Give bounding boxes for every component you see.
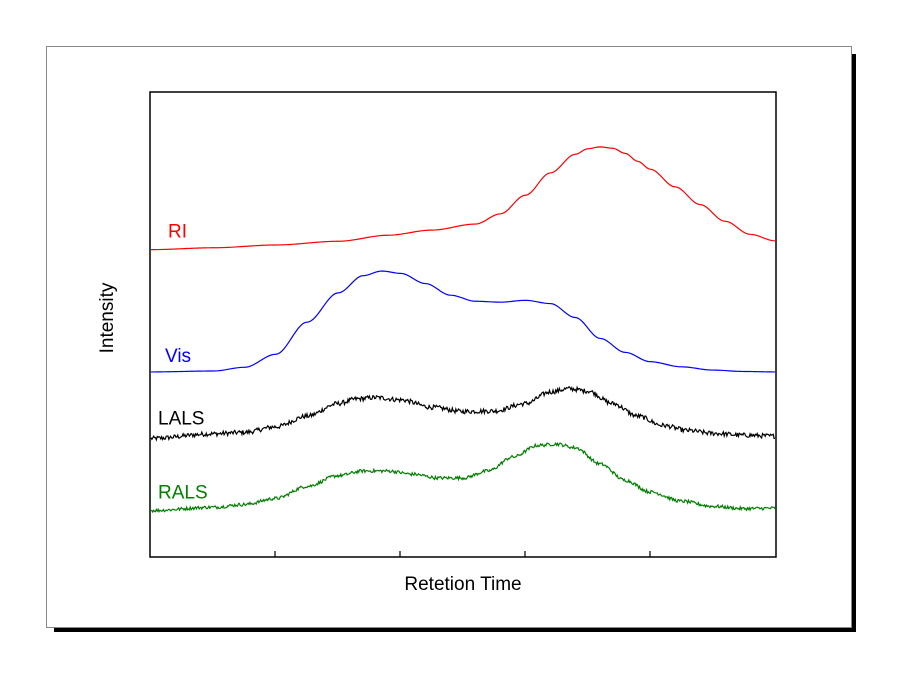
x-axis-ticks xyxy=(274,551,651,557)
y-axis-title: Intensity xyxy=(97,282,118,353)
series-label-ri: RI xyxy=(168,222,187,243)
series-line-rals xyxy=(150,441,776,514)
series-line-vis xyxy=(151,270,776,373)
x-axis-title: Retetion Time xyxy=(404,574,521,595)
series-line-lals xyxy=(150,385,776,442)
plot-area xyxy=(149,91,777,558)
series-label-rals: RALS xyxy=(158,483,208,504)
series-label-vis: Vis xyxy=(165,346,191,367)
series-line-ri xyxy=(151,146,776,251)
series-label-lals: LALS xyxy=(158,408,204,429)
series-layer xyxy=(150,146,776,514)
series-label-layer: RI Vis LALS RALS xyxy=(158,222,208,504)
